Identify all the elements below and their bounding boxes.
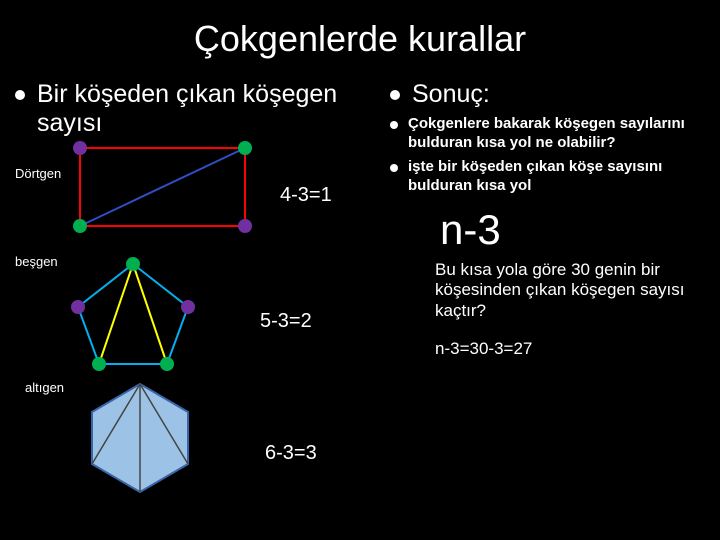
right-bullet-2-text: işte bir köşeden çıkan köşe sayısını bul… xyxy=(408,158,705,196)
quad-diagram xyxy=(70,138,260,238)
bullet-icon xyxy=(15,90,25,100)
hexa-diagram xyxy=(70,372,210,497)
right-bullet-1: Çokgenlere bakarak köşegen sayılarını bu… xyxy=(390,115,705,153)
right-heading: Sonuç: xyxy=(412,80,490,109)
formula-hexa: 6-3=3 xyxy=(265,442,317,465)
right-equation: n-3=30-3=27 xyxy=(435,339,705,359)
bullet-icon xyxy=(390,121,398,129)
left-heading: Bir köşeden çıkan köşegen sayısı xyxy=(37,80,385,138)
page-title: Çokgenlerde kurallar xyxy=(0,0,720,60)
content-area: Bir köşeden çıkan köşegen sayısı Dörtgen… xyxy=(0,60,720,502)
right-paragraph: Bu kısa yola göre 30 genin bir köşesinde… xyxy=(435,260,705,321)
shape-row-hexa: altıgen 6-3=3 xyxy=(15,372,385,502)
shape-label-quad: Dörtgen xyxy=(15,166,61,181)
formula-quad: 4-3=1 xyxy=(280,184,332,207)
shape-label-hexa: altıgen xyxy=(25,380,64,395)
penta-diagram xyxy=(63,252,203,372)
shape-label-penta: beşgen xyxy=(15,254,58,269)
right-bullet-2: işte bir köşeden çıkan köşe sayısını bul… xyxy=(390,158,705,196)
shape-row-quad: Dörtgen 4-3=1 xyxy=(15,144,385,252)
formula-penta: 5-3=2 xyxy=(260,310,312,333)
big-formula: n-3 xyxy=(440,206,705,254)
left-heading-row: Bir köşeden çıkan köşegen sayısı xyxy=(15,80,385,138)
right-column: Sonuç: Çokgenlere bakarak köşegen sayıla… xyxy=(385,80,705,502)
bullet-icon xyxy=(390,164,398,172)
bullet-icon xyxy=(390,90,400,100)
right-heading-row: Sonuç: xyxy=(390,80,705,109)
right-bullet-1-text: Çokgenlere bakarak köşegen sayılarını bu… xyxy=(408,115,705,153)
shape-row-penta: beşgen 5-3=2 xyxy=(15,252,385,372)
left-column: Bir köşeden çıkan köşegen sayısı Dörtgen… xyxy=(15,80,385,502)
